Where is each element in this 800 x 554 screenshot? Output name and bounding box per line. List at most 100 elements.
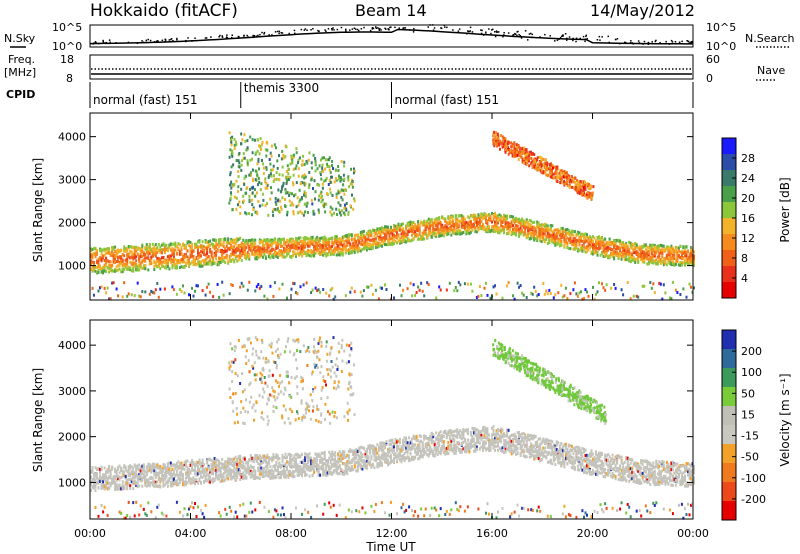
power-cell bbox=[488, 225, 490, 229]
power-cell bbox=[677, 263, 680, 267]
power-cell bbox=[228, 247, 231, 251]
power-cell bbox=[293, 242, 296, 246]
power-cell bbox=[377, 241, 380, 245]
power-cell bbox=[601, 241, 603, 245]
power-cell bbox=[339, 176, 342, 180]
power-cell bbox=[352, 247, 355, 251]
power-cell bbox=[331, 194, 334, 197]
power-cell bbox=[489, 296, 492, 300]
power-cell bbox=[329, 245, 332, 249]
power-cell bbox=[117, 294, 120, 298]
power-cell bbox=[248, 252, 251, 256]
power-cell bbox=[442, 226, 445, 230]
power-cell bbox=[509, 224, 512, 228]
power-cell bbox=[336, 213, 339, 216]
power-cell bbox=[677, 246, 680, 250]
power-cell bbox=[228, 131, 231, 135]
power-cell bbox=[325, 254, 328, 258]
nsearch-dot bbox=[176, 39, 178, 41]
power-cell bbox=[308, 151, 311, 155]
power-cell bbox=[194, 289, 196, 293]
power-cell bbox=[175, 258, 178, 262]
power-cell bbox=[212, 256, 215, 260]
power-cell bbox=[491, 220, 493, 224]
power-cell bbox=[213, 254, 216, 258]
power-cell bbox=[292, 212, 295, 216]
power-cell bbox=[628, 256, 631, 260]
nsearch-dot bbox=[317, 29, 319, 32]
power-cell bbox=[646, 262, 649, 266]
cpid-segment-label: normal (fast) 151 bbox=[93, 93, 197, 107]
power-cell bbox=[229, 171, 232, 175]
power-cell bbox=[279, 199, 282, 203]
power-cell bbox=[353, 246, 356, 250]
power-cell bbox=[182, 242, 184, 246]
power-cell bbox=[230, 143, 233, 147]
power-cell bbox=[563, 228, 566, 232]
power-cell bbox=[658, 253, 661, 257]
power-cell bbox=[515, 228, 518, 231]
power-cell bbox=[548, 228, 551, 232]
power-cell bbox=[335, 245, 338, 249]
power-cell bbox=[144, 253, 147, 257]
power-cell bbox=[465, 225, 468, 228]
power-cell bbox=[579, 235, 582, 239]
power-cell bbox=[563, 238, 566, 242]
power-cell bbox=[622, 246, 625, 250]
power-cell bbox=[188, 263, 190, 267]
power-cell bbox=[584, 250, 587, 254]
power-cell bbox=[329, 210, 332, 214]
power-cell bbox=[626, 248, 629, 252]
power-cell bbox=[96, 270, 98, 274]
power-cell bbox=[463, 217, 466, 221]
power-cell bbox=[183, 265, 186, 269]
power-cell bbox=[528, 219, 531, 222]
power-cell bbox=[90, 249, 92, 252]
power-cell bbox=[396, 227, 398, 231]
power-cell bbox=[549, 226, 552, 230]
power-cell bbox=[254, 178, 257, 182]
power-cell bbox=[551, 173, 554, 177]
power-cell bbox=[346, 249, 349, 252]
power-cell bbox=[197, 245, 199, 249]
power-cell bbox=[511, 154, 514, 158]
power-cell bbox=[270, 238, 273, 242]
power-cell bbox=[513, 232, 516, 236]
power-cell bbox=[240, 168, 243, 172]
power-cell bbox=[182, 255, 184, 259]
nsearch-dot bbox=[333, 29, 335, 31]
power-cell bbox=[466, 223, 469, 227]
power-cell bbox=[589, 195, 592, 198]
power-cell bbox=[596, 253, 599, 257]
power-cell bbox=[117, 260, 120, 264]
power-cell bbox=[533, 161, 536, 165]
power-cell bbox=[418, 223, 421, 227]
power-cell bbox=[382, 229, 385, 232]
power-cell bbox=[439, 228, 442, 232]
power-cell bbox=[185, 254, 187, 258]
power-cell bbox=[323, 202, 326, 206]
power-cell bbox=[536, 294, 539, 298]
power-cell bbox=[228, 155, 231, 159]
power-cell bbox=[519, 223, 522, 227]
power-cell bbox=[671, 261, 674, 265]
power-cell bbox=[322, 238, 325, 241]
power-cell bbox=[347, 212, 350, 216]
power-cell bbox=[275, 254, 278, 258]
power-cell bbox=[384, 236, 386, 240]
power-cell bbox=[337, 169, 340, 172]
power-cell bbox=[477, 294, 480, 298]
power-cell bbox=[272, 255, 275, 259]
power-cell bbox=[602, 254, 605, 258]
power-cell bbox=[332, 297, 335, 301]
power-cell bbox=[673, 255, 676, 259]
power-cell bbox=[281, 173, 284, 177]
power-cell bbox=[97, 271, 100, 274]
power-cell bbox=[286, 191, 289, 195]
nsearch-dot bbox=[480, 32, 483, 35]
power-cell bbox=[326, 242, 329, 246]
power-cell bbox=[215, 245, 218, 249]
power-cell bbox=[365, 242, 368, 246]
power-cell bbox=[495, 219, 498, 222]
power-cell bbox=[668, 246, 671, 250]
